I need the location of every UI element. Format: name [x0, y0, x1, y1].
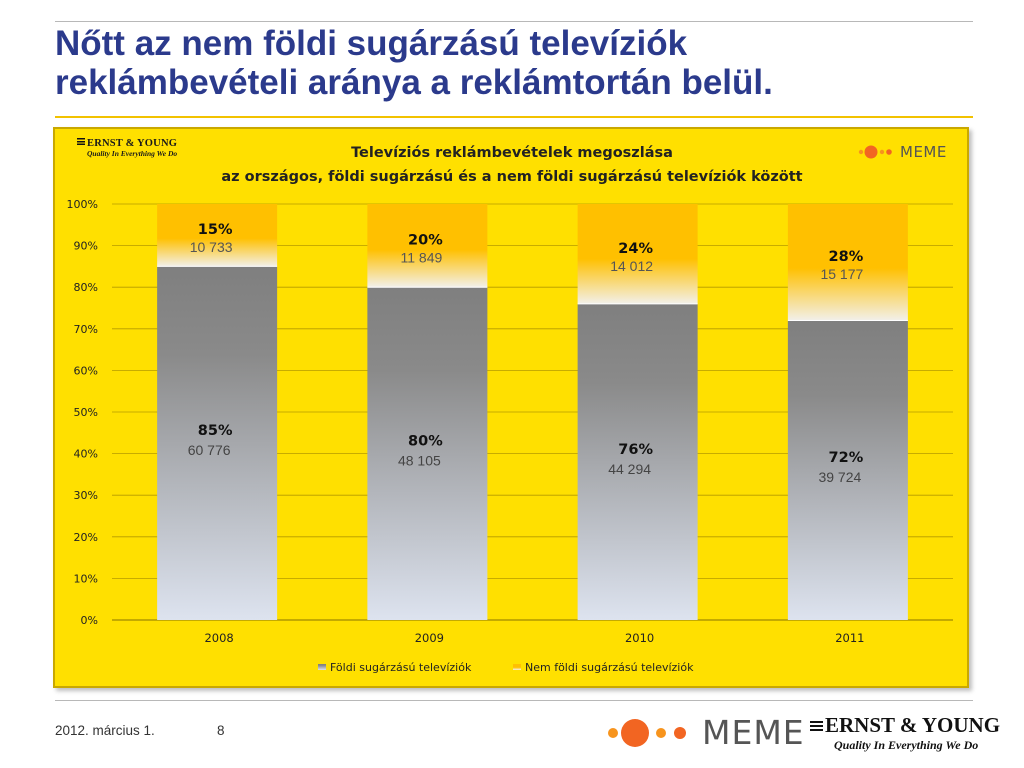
meme-dots-icon — [858, 145, 892, 159]
slide-title: Nőtt az nem földi sugárzású televíziók r… — [55, 24, 975, 102]
data-label-amount: 10 733 — [190, 239, 233, 255]
y-tick-label: 20% — [74, 531, 98, 544]
data-label-amount: 60 776 — [188, 442, 231, 458]
bar-nem-foldi — [577, 204, 698, 304]
y-tick-label: 0% — [81, 614, 98, 627]
legend-label: Földi sugárzású televíziók — [330, 661, 472, 674]
y-tick-label: 50% — [74, 406, 98, 419]
bar-nem-foldi — [157, 204, 278, 267]
data-label-amount: 14 012 — [610, 258, 653, 274]
bar-foldi — [577, 303, 698, 620]
footer-date: 2012. március 1. — [55, 723, 155, 738]
ey-brand-small: ERNST & YOUNG — [87, 138, 178, 149]
y-tick-label: 70% — [74, 323, 98, 336]
y-tick-label: 10% — [74, 572, 98, 585]
data-label-percent: 28% — [829, 249, 864, 265]
title-rule — [55, 116, 973, 118]
y-tick-label: 30% — [74, 489, 98, 502]
y-tick-label: 40% — [74, 448, 98, 461]
data-label-percent: 24% — [618, 241, 653, 257]
legend-swatch — [318, 664, 326, 670]
data-label-amount: 15 177 — [820, 266, 863, 282]
bar-nem-foldi — [787, 204, 908, 321]
x-tick-label: 2009 — [415, 631, 444, 645]
legend-swatch — [513, 664, 521, 670]
legend-label: Nem földi sugárzású televíziók — [525, 661, 694, 674]
meme-word-small: MEME — [900, 143, 947, 161]
data-label-amount: 11 849 — [400, 250, 442, 266]
data-label-percent: 15% — [198, 222, 233, 238]
data-label-percent: 20% — [408, 233, 443, 249]
ey-logo-small: ERNST & YOUNG Quality In Everything We D… — [77, 138, 177, 158]
meme-word: MEME — [702, 713, 805, 752]
meme-logo: MEME — [606, 713, 805, 752]
x-tick-label: 2010 — [625, 631, 654, 645]
y-tick-label: 60% — [74, 364, 98, 377]
data-label-amount: 48 105 — [398, 453, 441, 469]
bar-foldi — [367, 287, 488, 620]
meme-logo-small: MEME — [858, 143, 947, 161]
footer-rule — [55, 700, 973, 701]
ey-logo: ERNST & YOUNG Quality In Everything We D… — [810, 713, 1000, 753]
bar-nem-foldi — [367, 204, 488, 288]
x-tick-label: 2011 — [835, 631, 864, 645]
slide-title-line2: reklámbevételi aránya a reklámtortán bel… — [55, 63, 773, 102]
ey-bars-icon — [77, 138, 85, 146]
y-tick-label: 80% — [74, 281, 98, 294]
data-label-percent: 76% — [618, 442, 653, 458]
data-label-percent: 80% — [408, 434, 443, 450]
ey-brand: ERNST & YOUNG — [825, 713, 1001, 737]
meme-dots-icon-large — [608, 718, 686, 747]
chart-title: Televíziós reklámbevételek megoszlása az… — [0, 141, 1024, 189]
data-label-amount: 39 724 — [818, 469, 861, 485]
x-tick-label: 2008 — [204, 631, 233, 645]
page-number: 8 — [217, 723, 225, 738]
ey-bars-icon-large — [810, 721, 823, 733]
data-label-percent: 72% — [829, 450, 864, 466]
top-rule — [55, 21, 973, 22]
chart-title-line2: az országos, földi sugárzású és a nem fö… — [221, 169, 803, 185]
data-label-amount: 44 294 — [608, 461, 651, 477]
chart-title-line1: Televíziós reklámbevételek megoszlása — [351, 145, 673, 161]
ey-tagline-small: Quality In Everything We Do — [87, 149, 178, 158]
slide-title-line1: Nőtt az nem földi sugárzású televíziók — [55, 24, 688, 63]
ey-tagline: Quality In Everything We Do — [834, 738, 979, 752]
y-tick-label: 90% — [74, 240, 98, 253]
y-tick-label: 100% — [67, 198, 98, 211]
data-label-percent: 85% — [198, 423, 233, 439]
bar-foldi — [787, 320, 908, 620]
bar-foldi — [157, 266, 278, 620]
